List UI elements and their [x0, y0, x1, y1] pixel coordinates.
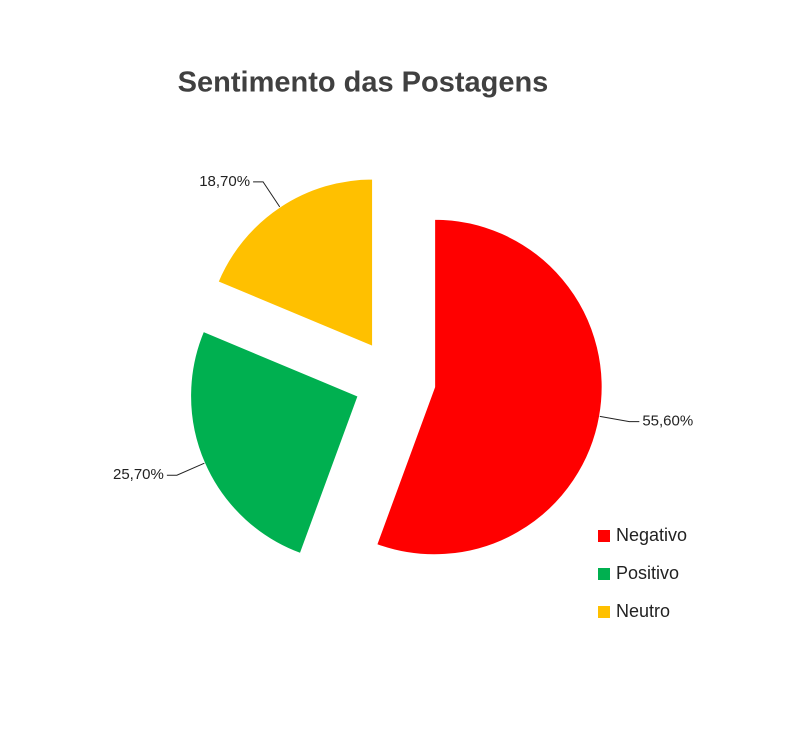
- pie-slice: [216, 177, 374, 348]
- legend-label: Negativo: [616, 525, 687, 545]
- leader-line: [599, 415, 640, 423]
- legend-swatch: [598, 530, 610, 542]
- legend-swatch: [598, 568, 610, 580]
- legend-label: Positivo: [616, 563, 679, 583]
- chart-title: Sentimento das Postagens: [178, 67, 549, 99]
- pie-slice: [375, 218, 604, 556]
- legend-label: Neutro: [616, 601, 670, 621]
- legend-swatch: [598, 606, 610, 618]
- leader-line: [253, 181, 281, 208]
- leader-line: [166, 462, 205, 476]
- pie-slice: [189, 330, 360, 555]
- data-label: 25,70%: [113, 466, 164, 483]
- data-label: 18,70%: [199, 173, 250, 190]
- data-label: 55,60%: [642, 413, 693, 430]
